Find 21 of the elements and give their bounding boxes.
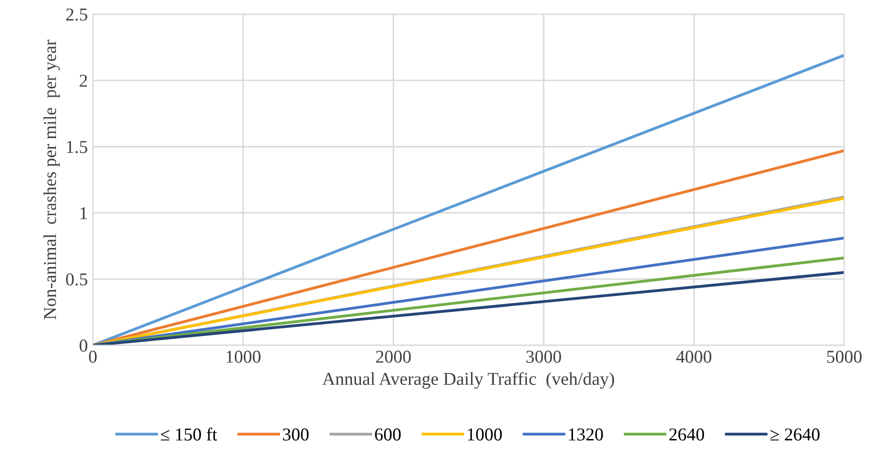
x-axis-title: Annual Average Daily Traffic (veh/day)	[322, 372, 614, 389]
y-axis-title: Non-animal crashes per mile per year	[43, 40, 60, 320]
y-tick-label: 2	[80, 74, 87, 87]
x-tick-label: 2000	[376, 350, 411, 363]
legend-label: ≤ 150 ft	[160, 428, 218, 441]
x-tick-label: 4000	[676, 350, 712, 363]
x-tick-label: 1000	[226, 350, 260, 363]
x-tick-label: 3000	[526, 350, 562, 363]
x-tick-label: 5000	[827, 350, 862, 363]
y-tick-label: 2.5	[66, 8, 88, 21]
legend-label: 1320	[569, 428, 603, 441]
y-tick-label: 1.5	[66, 140, 88, 154]
legend-label: ≥ 2640	[770, 428, 820, 441]
legend-label: 300	[283, 428, 309, 441]
y-tick-label: 1	[80, 207, 87, 220]
legend-label: 2640	[669, 428, 704, 441]
x-tick-label: 0	[88, 350, 97, 363]
y-tick-label: 0	[80, 340, 88, 352]
legend-label: 1000	[468, 428, 502, 441]
y-tick-label: 0.5	[66, 273, 88, 286]
legend-label: 600	[375, 428, 401, 441]
